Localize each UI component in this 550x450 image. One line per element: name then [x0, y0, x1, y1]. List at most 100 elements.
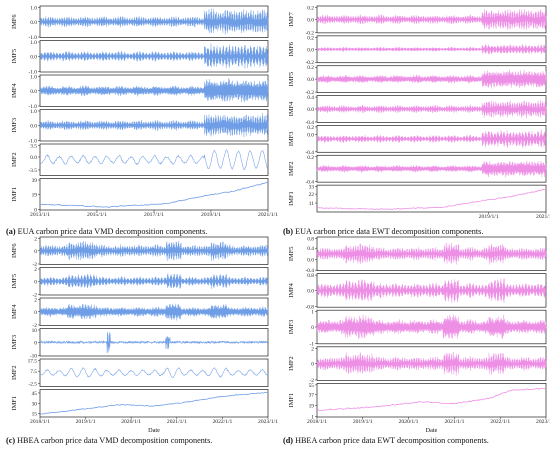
y-tick-label: 1.0: [30, 109, 37, 115]
x-tick-label: 2023/1/1: [258, 419, 278, 425]
y-tick-label: 17.5: [28, 359, 38, 365]
y-axis-label: IMF6: [288, 42, 295, 57]
y-tick-label: 0.0: [307, 132, 314, 138]
y-tick-label: 0.0: [307, 17, 314, 23]
y-tick-label: 19: [32, 193, 38, 199]
y-axis-label: IMF1: [288, 393, 295, 408]
x-axis: 2018/1/1 2019/1/1 2020/1/1 2021/1/1 2022/1/1…: [30, 417, 278, 434]
y-tick-label: 0: [34, 310, 37, 316]
y-axis-label: IMF6: [11, 243, 18, 258]
y-tick-label: 0.4: [307, 95, 314, 101]
subplot-imf3: IMF3 1 0 -1: [288, 310, 547, 347]
caption-d-text: HBEA carbon price data EWT decomposition…: [295, 436, 489, 445]
y-tick-label: -0.4: [305, 180, 314, 186]
y-axis-label: IMF5: [288, 72, 295, 87]
y-tick-label: 0.0: [307, 47, 314, 53]
y-tick-label: 0.8: [307, 273, 314, 279]
series-line-imf1: [316, 387, 547, 411]
chart-hbea-vmd: IMF6 2 0 -2 IMF5 2 0 -2 IMF4 2 0 -2 IMF3 10 0 -10 IMF2 17…: [11, 237, 278, 435]
series-line-imf3: [316, 129, 547, 149]
subplot-imf6: IMF6 0.2 0.0 -0.2: [288, 35, 547, 66]
y-tick-label: -1.0: [28, 35, 37, 41]
chart-eua-ewt: IMF7 0.2 0.0 -0.2IMF60.20.0-0.2IMF50.20.0-0…: [288, 6, 550, 221]
series-line-imf6: [316, 44, 547, 55]
series-line-imf7: [316, 9, 547, 30]
subplot-imf6: IMF6 1.0 0.0 -1.0: [11, 6, 269, 41]
y-tick-label: 0.0: [30, 89, 37, 95]
y-tick-label: -1.0: [28, 104, 37, 110]
y-tick-label: 0.0: [307, 77, 314, 83]
y-axis-label: IMF3: [11, 335, 18, 350]
x-tick-label: 2022/1/1: [212, 419, 232, 425]
y-axis-label: IMF3: [288, 320, 295, 335]
y-axis-label: IMF1: [11, 396, 18, 411]
series-line-imf5: [316, 69, 547, 89]
series-line-imf2: [39, 367, 269, 379]
y-tick-label: -1.0: [28, 139, 37, 145]
y-tick-label: 0.4: [307, 246, 314, 252]
y-tick-label: 7.5: [30, 369, 37, 375]
subplot-imf3: IMF3 1.0 0.0 -1.0: [11, 109, 269, 145]
y-tick-label: -0.2: [305, 30, 314, 36]
subplot-imf1: IMF1 39 19 0: [11, 178, 269, 214]
y-axis-label: IMF5: [11, 274, 18, 289]
y-axis-label: IMF1: [288, 191, 295, 206]
x-axis: 2019/1/1 2021/1/1: [479, 212, 550, 220]
caption-b: (b) EUA carbon price data EWT decomposit…: [283, 227, 483, 236]
subplot-imf5: IMF5 0.2 0.0 -0.2: [288, 65, 547, 96]
subplot-imf5: IMF5 2 0 -2: [11, 267, 269, 299]
panel-eua-ewt: IMF7 0.2 0.0 -0.2 IMF6 0.2 0.0 -0.2 IMF5 0.2 0.0 -0…: [275, 2, 550, 224]
series-line-imf4: [316, 278, 547, 304]
y-tick-label: 0.2: [307, 155, 314, 161]
series-line-imf4: [39, 78, 269, 103]
series-line-imf1: [316, 188, 547, 210]
series-line-imf4: [316, 100, 547, 119]
y-tick-label: 0.0: [30, 54, 37, 60]
series-line-imf6: [39, 240, 269, 261]
x-tick-label: 2015/1/1: [87, 212, 107, 218]
panel-eua-vmd: IMF6 1.0 0.0 -1.0 IMF5 1.0 0.0 -1.0 IMF4 1.0 0.0 -1…: [0, 2, 278, 224]
y-axis-label: IMF2: [288, 356, 295, 371]
y-tick-label: -1: [310, 341, 315, 347]
y-tick-label: -3.5: [28, 168, 37, 174]
subplot-frame: [39, 178, 269, 211]
y-tick-label: 0: [311, 362, 314, 368]
x-axis-label: Date: [148, 427, 160, 434]
y-tick-label: 15: [32, 412, 38, 418]
y-tick-label: 33: [309, 185, 315, 191]
series-line-imf3: [39, 113, 269, 138]
subplot-imf4: IMF4 1.0 0.0 -1.0: [11, 75, 269, 110]
caption-d-tag: (d): [283, 436, 294, 445]
y-tick-label: -0.4: [305, 120, 314, 126]
y-axis-label: IMF3: [11, 118, 18, 133]
x-tick-label: 2019/1/1: [76, 419, 96, 425]
y-tick-label: 3.5: [30, 144, 37, 150]
subplot-imf5: IMF5 0.8 0.4 0.0 -0.4: [288, 237, 547, 274]
y-tick-label: 0.0: [307, 288, 314, 294]
chart-eua-vmd: IMF6 1.0 0.0 -1.0 IMF5 1.0 0.0 -1.0 IMF4 1.0 0.0 -1…: [11, 6, 278, 219]
y-tick-label: 0.0: [307, 257, 314, 263]
y-axis-label: IMF2: [11, 152, 18, 167]
subplot-imf2: IMF2 0.2 -0.4: [288, 155, 547, 186]
y-tick-label: 0.0: [30, 20, 37, 26]
subplot-imf2: IMF2 3.5 0.0 -3.5: [11, 144, 269, 176]
y-axis-label: IMF4: [11, 304, 18, 319]
y-axis-label: IMF5: [11, 49, 18, 64]
series-line-imf2: [39, 149, 269, 171]
y-axis-label: IMF6: [11, 14, 18, 29]
y-tick-label: 39: [32, 178, 38, 184]
y-tick-label: 0.0: [30, 123, 37, 129]
series-line-imf3: [316, 314, 547, 340]
y-tick-label: 2: [34, 237, 37, 243]
x-axis-label: Date: [426, 427, 438, 434]
subplot-imf7: IMF7 0.2 0.0 -0.2: [288, 6, 547, 36]
caption-c: (c) HBEA carbon price data VMD decomposi…: [6, 436, 212, 445]
x-tick-label: 2020/1/1: [121, 419, 141, 425]
y-axis-label: IMF5: [288, 247, 295, 262]
subplot-imf4: IMF4 0.4 0.0 -0.4: [288, 95, 547, 126]
x-tick-label: 2019/1/1: [353, 419, 373, 425]
series-line-imf5: [39, 273, 269, 289]
y-tick-label: 22: [309, 192, 315, 198]
y-axis-label: IMF7: [288, 11, 295, 26]
x-tick-label: 2018/1/1: [30, 419, 50, 425]
